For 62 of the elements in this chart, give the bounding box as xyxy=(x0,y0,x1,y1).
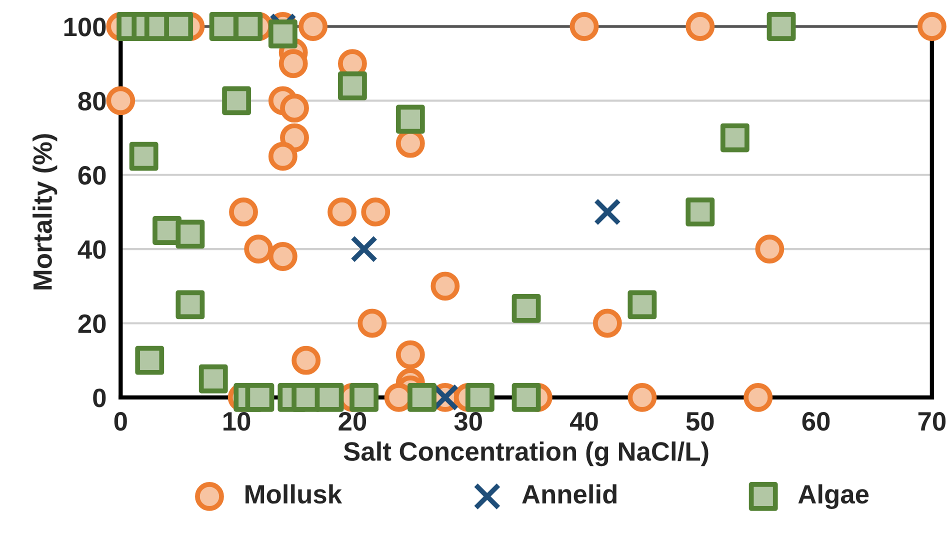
point xyxy=(917,12,946,41)
point xyxy=(766,12,796,41)
y-tick-label: 80 xyxy=(78,92,106,111)
point xyxy=(268,142,298,171)
point xyxy=(164,12,194,41)
point xyxy=(755,234,784,264)
point xyxy=(268,19,298,48)
point xyxy=(222,86,252,116)
point xyxy=(298,12,328,41)
point xyxy=(244,234,274,264)
point xyxy=(512,294,541,323)
legend-label: Mollusk xyxy=(246,484,342,504)
point xyxy=(129,142,158,171)
y-tick-label: 20 xyxy=(78,314,106,334)
point xyxy=(592,308,622,338)
legend-label: Algae xyxy=(798,484,869,509)
point xyxy=(686,12,715,41)
point xyxy=(280,94,309,123)
x-tick-label: 40 xyxy=(570,412,598,431)
point xyxy=(570,12,599,41)
x-tick-label: 10 xyxy=(224,412,250,431)
point xyxy=(176,220,205,249)
legend-label: Annelid xyxy=(522,484,616,504)
y-tick-label: 0 xyxy=(93,388,106,408)
point xyxy=(512,382,541,412)
x-tick-label: 60 xyxy=(802,412,830,431)
y-tick-label: 60 xyxy=(78,166,106,185)
y-axis-title: Mortality (%) xyxy=(32,134,58,290)
point xyxy=(396,340,425,370)
x-tick-label: 20 xyxy=(338,412,366,431)
point xyxy=(106,86,136,116)
point xyxy=(720,123,750,152)
point xyxy=(628,382,657,412)
point xyxy=(361,198,390,226)
point xyxy=(328,198,356,226)
point xyxy=(358,308,387,338)
point xyxy=(408,382,436,412)
x-tick-label: 70 xyxy=(918,412,946,431)
x-tick-label: 0 xyxy=(114,412,127,431)
point xyxy=(628,290,657,320)
point xyxy=(135,346,164,375)
point xyxy=(465,382,494,412)
y-tick-label: 40 xyxy=(78,240,106,259)
point xyxy=(198,364,228,394)
y-tick-label: 100 xyxy=(64,18,106,36)
point xyxy=(268,242,298,271)
x-tick-label: 50 xyxy=(686,412,714,431)
point xyxy=(292,346,321,375)
point xyxy=(314,382,344,412)
point xyxy=(594,198,622,226)
point xyxy=(430,272,460,301)
point xyxy=(396,104,425,134)
point xyxy=(278,49,308,78)
x-tick-label: 30 xyxy=(454,412,482,431)
x-axis-title: Salt Concentration (g NaCl/L) xyxy=(344,441,708,466)
point xyxy=(686,198,715,226)
point xyxy=(176,290,205,320)
point xyxy=(338,71,367,100)
point xyxy=(350,382,378,412)
point xyxy=(350,235,378,263)
point xyxy=(229,198,258,226)
point xyxy=(744,382,773,412)
